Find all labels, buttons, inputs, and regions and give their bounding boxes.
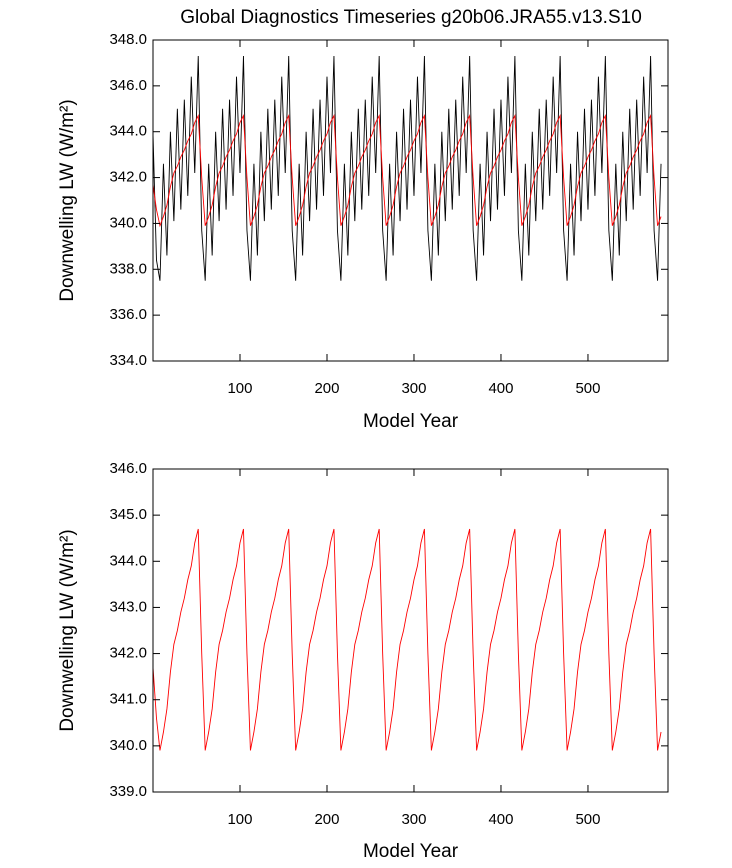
- y-tick-label: 336.0: [109, 306, 147, 323]
- y-tick-label: 334.0: [109, 352, 147, 369]
- y-tick-label: 346.0: [109, 77, 147, 94]
- x-tick-label: 400: [488, 380, 513, 397]
- x-tick-label: 100: [227, 380, 252, 397]
- y-tick-label: 339.0: [109, 783, 147, 800]
- y-tick-label: 344.0: [109, 552, 147, 569]
- series-line: [152, 56, 662, 281]
- series-line: [152, 113, 662, 228]
- y-axis-title: Downwelling LW (W/m²): [57, 99, 78, 301]
- plot-frame: [152, 39, 669, 362]
- y-tick-label: 342.0: [109, 645, 147, 662]
- y-tick-label: 343.0: [109, 598, 147, 615]
- y-axis-title: Downwelling LW (W/m²): [57, 529, 78, 731]
- y-tick-label: 341.0: [109, 691, 147, 708]
- series-line: [152, 528, 662, 751]
- y-tick-label: 340.0: [109, 214, 147, 231]
- y-tick-label: 344.0: [109, 123, 147, 140]
- y-tick-label: 342.0: [109, 169, 147, 186]
- x-tick-label: 100: [227, 811, 252, 828]
- x-axis-title: Model Year: [363, 411, 459, 432]
- x-tick-label: 200: [314, 380, 339, 397]
- x-tick-label: 300: [401, 380, 426, 397]
- y-tick-label: 345.0: [109, 506, 147, 523]
- y-tick-label: 338.0: [109, 260, 147, 277]
- x-tick-label: 500: [575, 380, 600, 397]
- x-tick-label: 500: [575, 811, 600, 828]
- chart-title: Global Diagnostics Timeseries g20b06.JRA…: [180, 7, 642, 28]
- plot-frame: [152, 468, 669, 793]
- x-tick-label: 400: [488, 811, 513, 828]
- x-axis-title: Model Year: [363, 841, 459, 862]
- x-tick-label: 300: [401, 811, 426, 828]
- y-tick-label: 346.0: [109, 460, 147, 477]
- y-tick-label: 340.0: [109, 737, 147, 754]
- x-tick-label: 200: [314, 811, 339, 828]
- y-tick-label: 348.0: [109, 31, 147, 48]
